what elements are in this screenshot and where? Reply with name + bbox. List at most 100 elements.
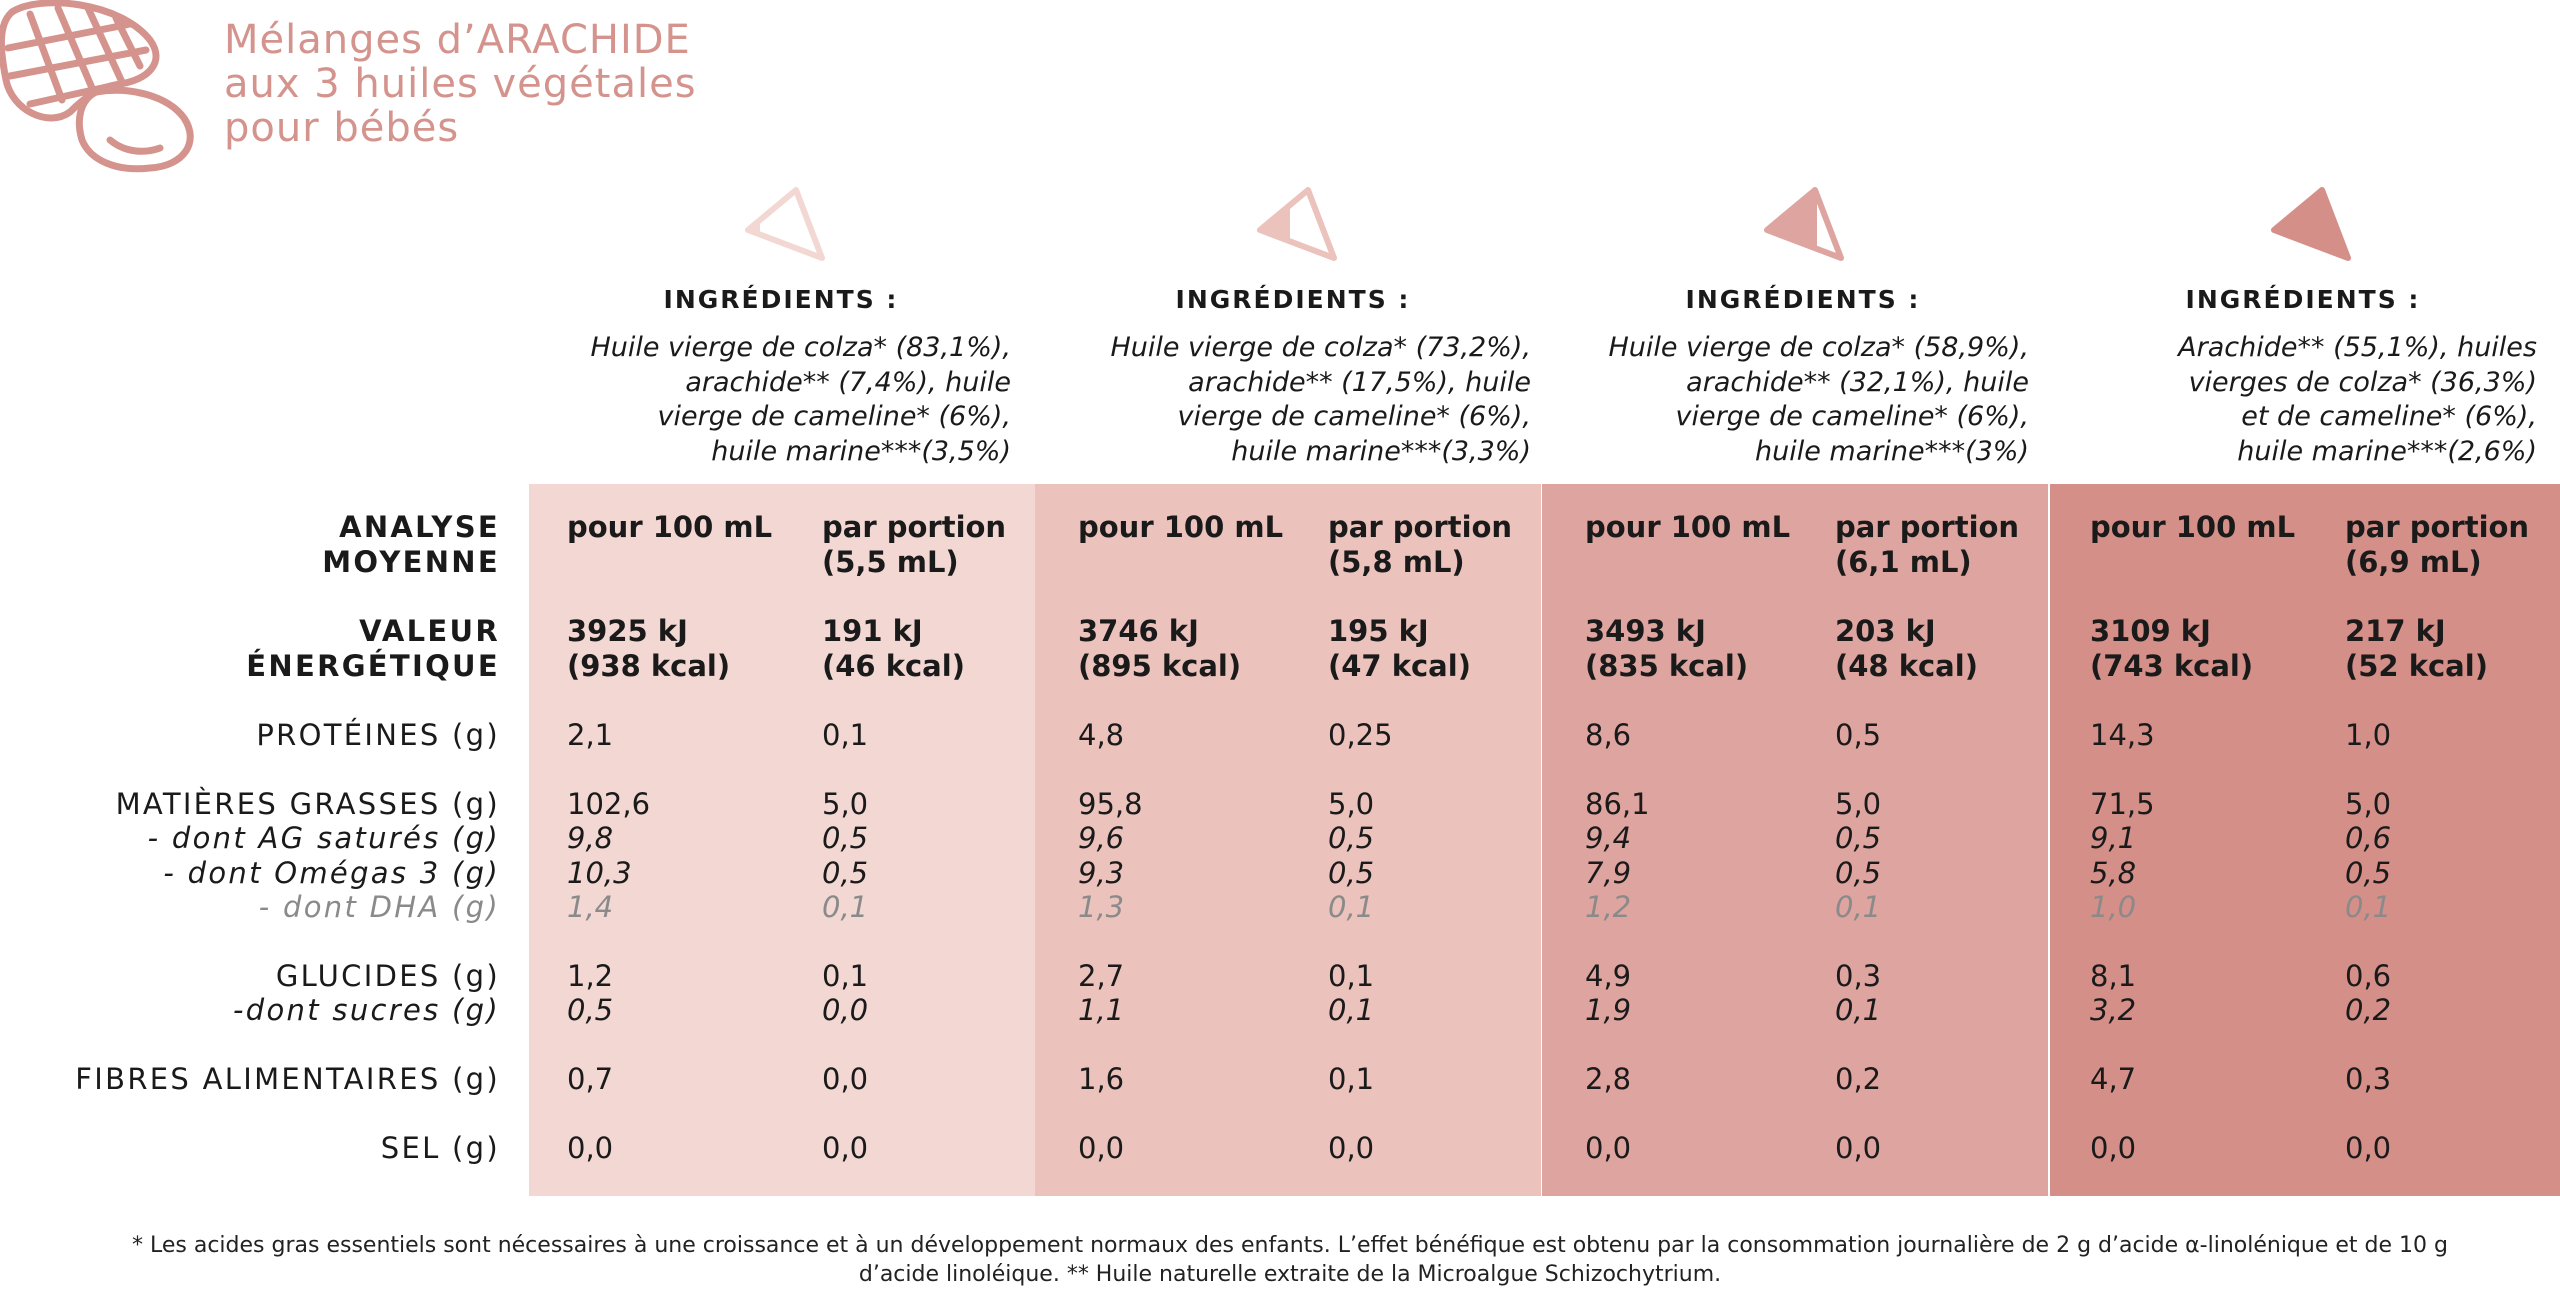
cell-proteines-portion: 0,25: [1328, 718, 1393, 752]
cell-omegas-portion: 0,5: [1328, 856, 1375, 890]
triangle-level-icon: [1764, 187, 1844, 261]
cell-sucres-portion: 0,2: [2345, 993, 2392, 1027]
cell-omegas-100ml: 10,3: [567, 856, 632, 890]
cell-energy-100ml: 3925 kJ (938 kcal): [567, 614, 730, 683]
row-label-fibres: FIBRES ALIMENTAIRES (g): [75, 1062, 500, 1096]
cell-matieres-portion: 5,0: [2345, 787, 2392, 821]
row-label-dha: - dont DHA (g): [258, 890, 500, 924]
ingredients-header: INGRÉDIENTS :: [663, 285, 899, 314]
cell-matieres-portion: 5,0: [1835, 787, 1882, 821]
row-label-sucres: -dont sucres (g): [233, 993, 500, 1027]
cell-energy-100ml-line: 3493 kJ: [1585, 614, 1706, 648]
column-bg-1: [529, 484, 1035, 1196]
row-label-glucides: GLUCIDES (g): [275, 959, 500, 993]
cell-omegas-100ml: 7,9: [1585, 856, 1632, 890]
row-label-energy: VALEUR ÉNERGÉTIQUE: [246, 614, 500, 683]
ingredients-text: Huile vierge de colza* (73,2%), arachide*…: [1110, 332, 1531, 467]
column-header-per-portion-line: (5,5 mL): [822, 544, 959, 579]
title-line-1: Mélanges d’ARACHIDE: [224, 17, 691, 63]
cell-fibres-100ml: 1,6: [1078, 1062, 1125, 1096]
cell-matieres-portion: 5,0: [1328, 787, 1375, 821]
ingredients-text: Huile vierge de colza* (83,1%), arachide*…: [590, 332, 1011, 467]
cell-fibres-portion: 0,0: [822, 1062, 869, 1096]
cell-sucres-100ml: 1,9: [1585, 993, 1632, 1027]
cell-proteines-portion: 0,1: [822, 718, 869, 752]
column-header-per-portion-line: par portion: [1328, 510, 1513, 544]
cell-satures-100ml: 9,1: [2090, 821, 2137, 855]
cell-sucres-100ml: 0,5: [567, 993, 614, 1027]
cell-energy-portion: 217 kJ (52 kcal): [2345, 614, 2488, 683]
cell-sel-100ml: 0,0: [1585, 1131, 1632, 1165]
column-header-per-portion: par portion (5,5 mL): [822, 510, 1006, 579]
cell-dha-portion: 0,1: [822, 890, 869, 924]
cell-omegas-portion: 0,5: [2345, 856, 2392, 890]
cell-energy-portion: 191 kJ (46 kcal): [822, 614, 965, 683]
cell-glucides-portion: 0,1: [822, 959, 869, 993]
cell-sel-portion: 0,0: [2345, 1131, 2392, 1165]
cell-energy-portion-line: 195 kJ: [1328, 614, 1429, 648]
cell-energy-portion-line: 191 kJ: [822, 614, 923, 648]
cell-sel-100ml: 0,0: [1078, 1131, 1125, 1165]
cell-sel-portion: 0,0: [1835, 1131, 1882, 1165]
ingredients-header: INGRÉDIENTS :: [1175, 285, 1411, 314]
cell-dha-100ml: 1,4: [567, 890, 614, 924]
cell-proteines-portion: 1,0: [2345, 718, 2392, 752]
cell-energy-100ml-line: 3925 kJ: [567, 614, 688, 648]
column-bg-2: [1035, 484, 1541, 1196]
cell-fibres-100ml: 4,7: [2090, 1062, 2137, 1096]
cell-omegas-100ml: 5,8: [2090, 856, 2137, 890]
column-header-per-portion: par portion (6,1 mL): [1835, 510, 2019, 579]
triangle-level-icon: [1257, 187, 1337, 261]
cell-dha-100ml: 1,2: [1585, 890, 1632, 924]
cell-sucres-100ml: 1,1: [1078, 993, 1125, 1027]
cell-sucres-100ml: 3,2: [2090, 993, 2137, 1027]
cell-energy-portion-line: (46 kcal): [822, 648, 965, 683]
column-header-per-portion-line: (6,1 mL): [1835, 544, 1972, 579]
column-header-per-portion-line: par portion: [822, 510, 1007, 544]
cell-fibres-100ml: 0,7: [567, 1062, 614, 1096]
cell-sel-100ml: 0,0: [567, 1131, 614, 1165]
cell-proteines-100ml: 14,3: [2090, 718, 2155, 752]
ingredients-header: INGRÉDIENTS :: [1685, 285, 1921, 314]
cell-sucres-portion: 0,0: [822, 993, 869, 1027]
cell-matieres-portion: 5,0: [822, 787, 869, 821]
ingredients-text: Arachide** (55,1%), huiles vierges de col…: [2178, 332, 2537, 467]
cell-energy-100ml-line: (895 kcal): [1078, 648, 1242, 683]
cell-omegas-portion: 0,5: [822, 856, 869, 890]
cell-sel-portion: 0,0: [822, 1131, 869, 1165]
ingredients-text: Huile vierge de colza* (58,9%), arachide*…: [1608, 332, 2029, 467]
cell-energy-100ml-line: (938 kcal): [567, 648, 731, 683]
cell-dha-100ml: 1,0: [2090, 890, 2137, 924]
cell-matieres-100ml: 86,1: [1585, 787, 1650, 821]
title-line-3: pour bébés: [224, 105, 460, 151]
row-label-sel: SEL (g): [380, 1131, 500, 1165]
cell-fibres-portion: 0,1: [1328, 1062, 1375, 1096]
cell-energy-100ml-line: 3109 kJ: [2090, 614, 2211, 648]
cell-sucres-portion: 0,1: [1328, 993, 1375, 1027]
title-line-2: aux 3 huiles végétales: [224, 61, 697, 107]
triangle-level-icon: [2271, 187, 2351, 261]
cell-fibres-100ml: 2,8: [1585, 1062, 1632, 1096]
cell-energy-portion: 195 kJ (47 kcal): [1328, 614, 1471, 683]
cell-proteines-100ml: 4,8: [1078, 718, 1125, 752]
footnote: * Les acides gras essentiels sont nécess…: [132, 1233, 2448, 1287]
cell-glucides-portion: 0,3: [1835, 959, 1882, 993]
cell-dha-portion: 0,1: [1328, 890, 1375, 924]
cell-matieres-100ml: 95,8: [1078, 787, 1143, 821]
cell-satures-100ml: 9,8: [567, 821, 614, 855]
column-header-per-portion-line: par portion: [1835, 510, 2020, 544]
cell-energy-100ml-line: 3746 kJ: [1078, 614, 1199, 648]
cell-sel-portion: 0,0: [1328, 1131, 1375, 1165]
column-header-per-portion-line: (6,9 mL): [2345, 544, 2482, 579]
cell-sucres-portion: 0,1: [1835, 993, 1882, 1027]
cell-glucides-100ml: 4,9: [1585, 959, 1632, 993]
cell-proteines-100ml: 2,1: [567, 718, 614, 752]
cell-energy-100ml-line: (835 kcal): [1585, 648, 1749, 683]
cell-dha-100ml: 1,3: [1078, 890, 1125, 924]
cell-dha-portion: 0,1: [1835, 890, 1882, 924]
cell-energy-100ml: 3746 kJ (895 kcal): [1078, 614, 1241, 683]
cell-satures-100ml: 9,4: [1585, 821, 1632, 855]
cell-energy-portion-line: (52 kcal): [2345, 648, 2488, 683]
cell-omegas-portion: 0,5: [1835, 856, 1882, 890]
cell-proteines-100ml: 8,6: [1585, 718, 1632, 752]
